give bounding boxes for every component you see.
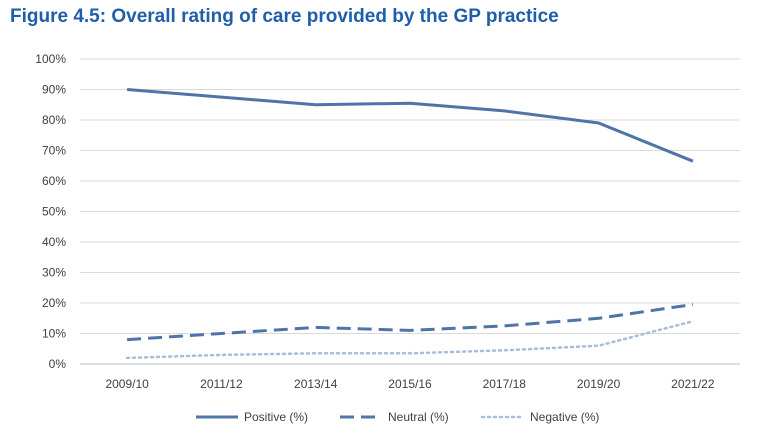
- y-tick-label: 80%: [42, 113, 66, 127]
- y-tick-label: 0%: [49, 357, 67, 371]
- x-tick-label: 2019/20: [577, 377, 621, 391]
- x-axis-tick-labels: 2009/10 2011/12 2013/14 2015/16 2017/18 2019/…: [105, 377, 714, 391]
- x-tick-label: 2011/12: [200, 377, 243, 391]
- x-tick-label: 2017/18: [483, 377, 527, 391]
- y-tick-label: 100%: [35, 52, 66, 66]
- series-lines: [125, 88, 695, 360]
- gridlines: [80, 58, 740, 365]
- legend-label: Positive (%): [244, 410, 308, 424]
- series-line-dotted: [125, 320, 695, 360]
- y-axis-tick-labels: 0% 10% 20% 30% 40% 50% 60% 70% 80% 90% 100%: [35, 52, 66, 371]
- x-tick-label: 2015/16: [388, 377, 432, 391]
- series-line-dashed: [127, 303, 694, 342]
- y-tick-label: 30%: [42, 266, 66, 280]
- x-tick-label: 2009/10: [105, 377, 149, 391]
- y-tick-label: 40%: [42, 235, 66, 249]
- y-tick-label: 70%: [42, 144, 66, 158]
- legend: Positive (%) Neutral (%) Negative (%): [196, 410, 599, 424]
- y-tick-label: 20%: [42, 296, 66, 310]
- x-tick-label: 2021/22: [671, 377, 715, 391]
- legend-label: Negative (%): [530, 410, 599, 424]
- legend-label: Neutral (%): [388, 410, 449, 424]
- y-tick-label: 60%: [42, 174, 66, 188]
- series-line-solid: [126, 88, 694, 163]
- y-tick-label: 10%: [42, 327, 66, 341]
- chart-title: Figure 4.5: Overall rating of care provi…: [10, 6, 559, 27]
- y-tick-label: 50%: [42, 205, 66, 219]
- y-tick-label: 90%: [42, 83, 66, 97]
- x-tick-label: 2013/14: [294, 377, 338, 391]
